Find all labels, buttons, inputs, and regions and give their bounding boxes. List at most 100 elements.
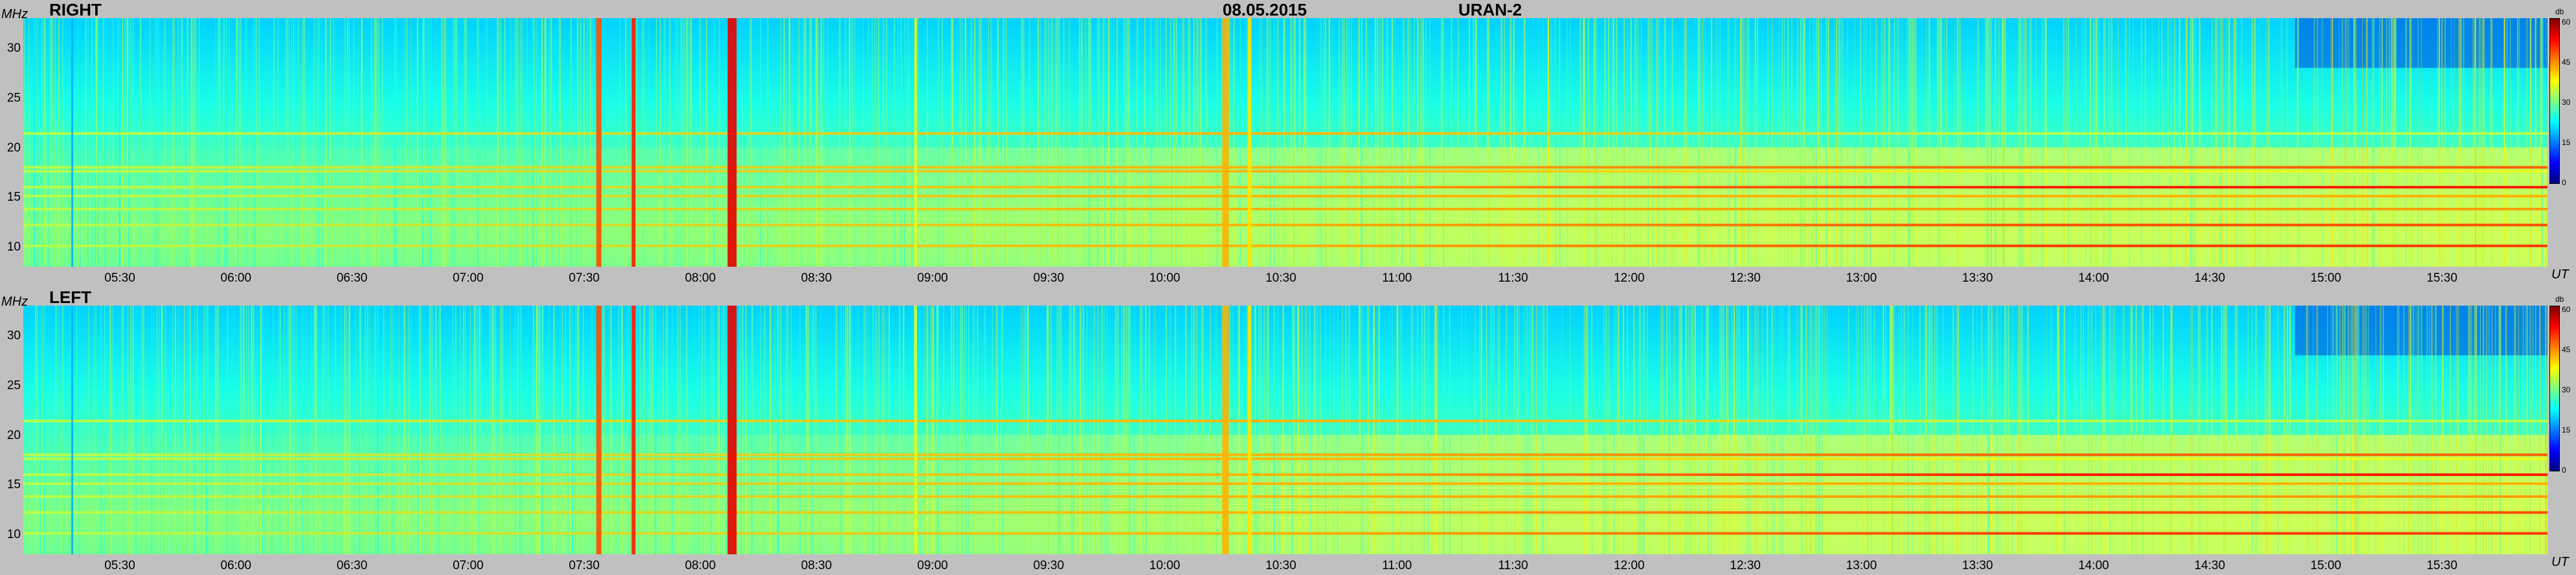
spectrogram-texture-line (2503, 18, 2505, 267)
spectrogram-texture-line (215, 306, 217, 554)
spectrogram-texture-line (289, 306, 290, 554)
spectrogram-texture-line (1410, 306, 1412, 554)
spectrogram-texture-line (330, 18, 332, 267)
spectrogram-texture-line (95, 18, 97, 267)
spectrogram-texture-line (2046, 306, 2047, 554)
spectrogram-texture-line (2417, 306, 2419, 554)
spectrogram-texture-line (424, 18, 426, 267)
spectrogram-texture-line (973, 306, 975, 554)
spectrogram-texture-line (1559, 18, 1561, 267)
spectrogram-texture-line (1636, 18, 1637, 267)
spectrogram-texture-line (2192, 306, 2194, 554)
spectrogram-texture-line (1359, 306, 1360, 554)
spectrogram-texture-line (2026, 306, 2028, 554)
spectrogram-texture-line (479, 306, 480, 554)
spectrogram-texture-line (2002, 18, 2004, 267)
spectrogram-texture-line (1848, 306, 1849, 554)
spectrogram-texture-line (1401, 306, 1402, 554)
spectrogram-texture-line (35, 306, 36, 554)
spectrogram-texture-line (139, 18, 141, 267)
spectrogram-texture-line (951, 306, 953, 554)
spectrogram-texture-line (1989, 306, 1991, 554)
spectrogram-texture-line (520, 306, 522, 554)
spectrogram-texture-line (894, 18, 896, 267)
spectrogram-texture-line (2450, 306, 2451, 554)
x-tick-label: 08:30 (801, 271, 832, 285)
spectrogram-texture-line (2529, 306, 2531, 554)
spectrogram-texture-line (1378, 306, 1380, 554)
spectrogram-texture-line (1612, 18, 1614, 267)
spectrogram-texture-line (427, 18, 429, 267)
spectrogram-texture-line (2125, 18, 2127, 267)
spectrogram-texture-line (452, 306, 454, 554)
spectrogram-texture-line (1939, 18, 1941, 267)
spectrogram-texture-line (1622, 306, 1625, 554)
spectrogram-texture-line (816, 18, 817, 267)
spectrogram-texture-line (178, 306, 180, 554)
spectrogram-texture-line (1487, 18, 1489, 267)
spectrogram-texture-line (803, 18, 805, 267)
spectrogram-texture-line (2342, 306, 2344, 554)
spectrogram-texture-line (538, 306, 540, 554)
spectrogram-texture-line (2179, 18, 2180, 267)
spectrogram-texture-line (2366, 18, 2367, 267)
spectrogram-texture-line (1594, 18, 1596, 267)
spectrogram-texture-line (2475, 306, 2476, 554)
spectrogram-texture-line (1804, 18, 1806, 267)
x-tick-label: 12:00 (1614, 271, 1645, 285)
x-tick-label: 06:00 (220, 271, 252, 285)
spectrogram-texture-line (809, 18, 811, 267)
spectrogram-texture-line (186, 18, 188, 267)
spectrogram-texture-line (2459, 18, 2461, 267)
radio-burst (1222, 306, 1229, 554)
spectrogram-texture-line (313, 18, 315, 267)
spectrogram-texture-line (254, 18, 256, 267)
spectrogram-texture-line (1989, 18, 1991, 267)
spectrogram-texture-line (2083, 18, 2085, 267)
spectrogram-texture-line (886, 18, 888, 267)
spectrogram-texture-line (1868, 306, 1870, 554)
spectrogram-texture-line (1860, 18, 1862, 267)
spectrogram-texture-line (1991, 18, 1992, 267)
spectrogram-texture-line (1638, 18, 1639, 267)
spectrogram-texture-line (1298, 306, 1300, 554)
spectrogram-texture-line (2373, 18, 2375, 267)
spectrogram-texture-line (2198, 18, 2200, 267)
spectrogram-texture-line (2518, 306, 2519, 554)
spectrogram-texture-line (808, 306, 809, 554)
spectrogram-texture-line (2441, 18, 2443, 267)
spectrogram-texture-line (899, 306, 901, 554)
spectrogram-texture-line (2090, 18, 2092, 267)
spectrogram-texture-line (1891, 306, 1893, 554)
spectrogram-texture-line (2093, 18, 2095, 267)
spectrogram-texture-line (1694, 306, 1696, 554)
spectrogram-texture-line (1736, 306, 1738, 554)
spectrogram-texture-line (1524, 306, 1526, 554)
x-tick-label: 05:30 (104, 559, 135, 572)
spectrogram-texture-line (903, 18, 905, 267)
spectrogram-texture-line (2532, 306, 2534, 554)
spectrogram-texture-line (1866, 306, 1868, 554)
colorbar-tick-label: 0 (2562, 178, 2566, 187)
spectrogram-texture-line (2472, 18, 2474, 267)
spectrogram-texture-line (1987, 306, 1989, 554)
spectrogram-texture-line (1991, 306, 1993, 554)
spectrogram-texture-line (1277, 18, 1279, 267)
panel-title-left: LEFT (49, 288, 91, 307)
spectrogram-texture-line (1367, 306, 1369, 554)
spectrogram-texture-line (619, 18, 620, 267)
spectrogram-texture-line (1194, 18, 1196, 267)
spectrogram-texture-line (2312, 306, 2314, 554)
spectrogram-texture-line (2152, 306, 2154, 554)
spectrogram-texture-line (1750, 306, 1752, 554)
spectrogram-texture-line (1245, 18, 1247, 267)
spectrogram-texture-line (899, 18, 901, 267)
spectrogram-texture-line (1048, 306, 1049, 554)
spectrogram-texture-line (2005, 18, 2006, 267)
spectrogram-texture-line (2122, 306, 2123, 554)
spectrogram-texture-line (1854, 18, 1856, 267)
spectrogram-texture-line (108, 306, 110, 554)
spectrogram-texture-line (1004, 18, 1006, 267)
spectrogram-texture-line (2454, 18, 2455, 267)
spectrogram-texture-line (1443, 306, 1445, 554)
